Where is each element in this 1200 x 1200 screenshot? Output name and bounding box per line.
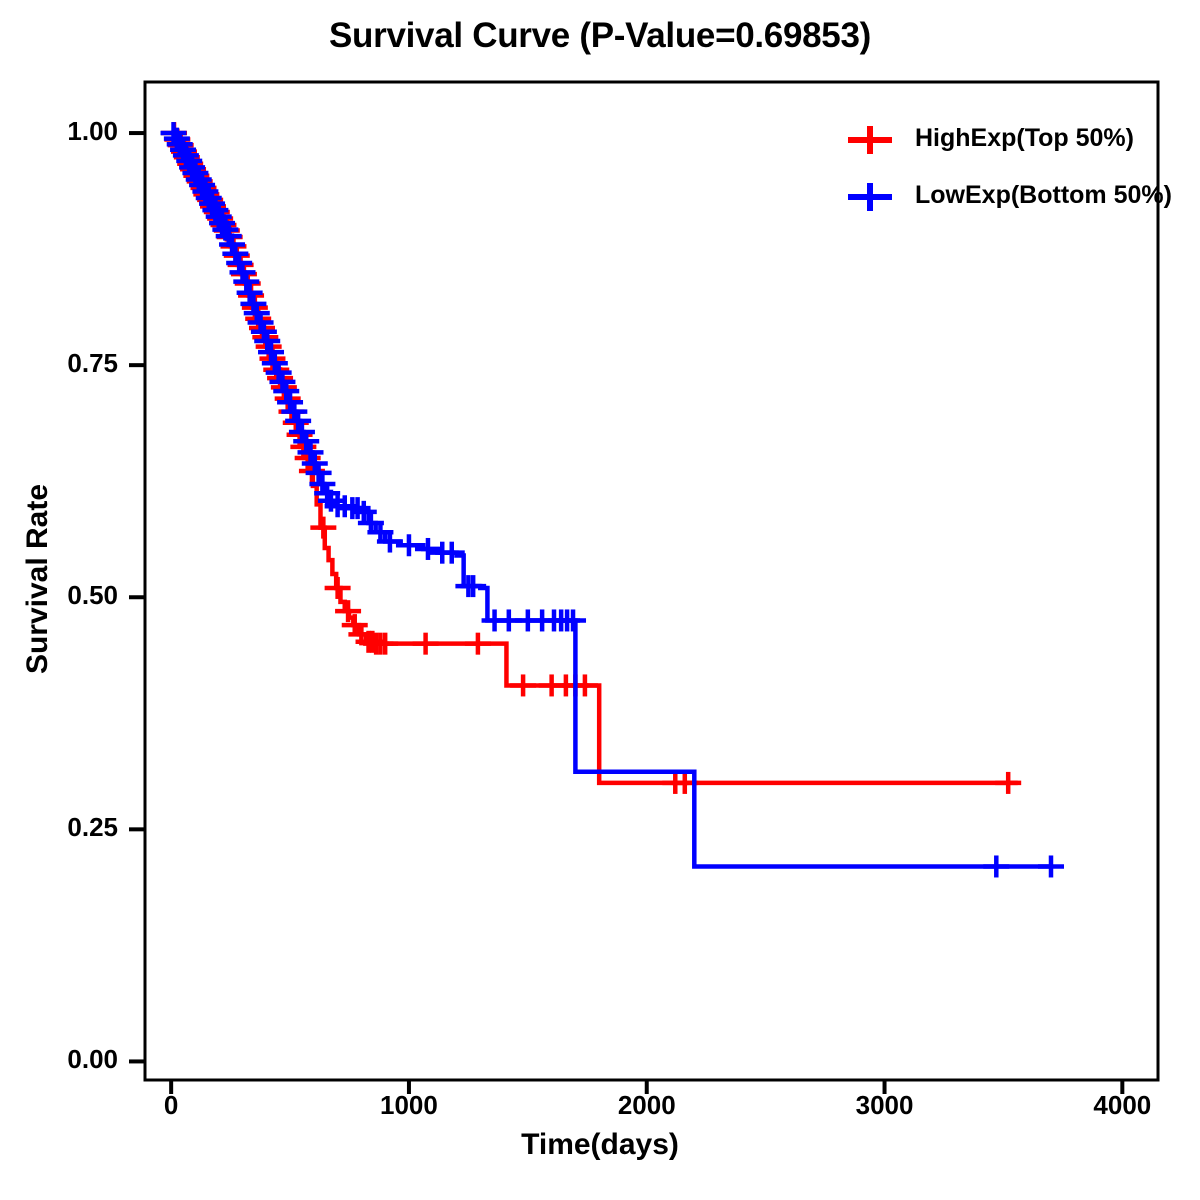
censor-mark bbox=[412, 632, 439, 655]
censor-mark bbox=[460, 575, 487, 598]
legend-markers bbox=[848, 126, 892, 211]
legend-label-low-exp: LowExp(Bottom 50%) bbox=[915, 181, 1172, 209]
axis-ticks bbox=[129, 131, 1125, 1094]
censor-mark bbox=[464, 632, 491, 655]
x-tick-label-2000: 2000 bbox=[617, 1090, 676, 1120]
censor-mark bbox=[305, 461, 332, 484]
censor-mark bbox=[995, 771, 1022, 794]
y-tick-label-0.75: 0.75 bbox=[67, 348, 118, 379]
censor-mark bbox=[293, 430, 320, 453]
censor-mark bbox=[350, 500, 377, 523]
x-tick-label-4000: 4000 bbox=[1093, 1090, 1152, 1120]
censor-mark bbox=[335, 600, 362, 623]
censor-mark bbox=[297, 441, 324, 464]
y-axis-title: Survival Rate bbox=[21, 483, 54, 675]
y-tick-label-0.25: 0.25 bbox=[67, 812, 118, 843]
page-title: Survival Curve (P-Value=0.69853) bbox=[329, 16, 871, 55]
censor-mark bbox=[395, 534, 422, 557]
censor-mark bbox=[344, 497, 371, 520]
y-tick-label-0.50: 0.50 bbox=[67, 580, 118, 611]
series-low-exp bbox=[160, 122, 1064, 878]
censor-mark bbox=[258, 341, 285, 364]
censor-mark bbox=[233, 270, 260, 293]
x-tick-label-3000: 3000 bbox=[855, 1090, 914, 1120]
legend-label-high-exp: HighExp(Top 50%) bbox=[915, 124, 1134, 152]
x-tick-label-1000: 1000 bbox=[380, 1090, 438, 1120]
censor-mark bbox=[285, 409, 312, 432]
censor-mark bbox=[254, 330, 281, 353]
legend-marker-low-exp bbox=[848, 183, 892, 211]
censor-mark bbox=[376, 530, 403, 553]
censor-mark bbox=[510, 674, 537, 697]
y-tick-label-1.00: 1.00 bbox=[67, 116, 118, 147]
series-lines bbox=[160, 122, 1064, 878]
censor-mark bbox=[236, 281, 263, 304]
censor-mark bbox=[414, 537, 441, 560]
censor-mark bbox=[372, 632, 399, 655]
x-tick-label-0: 0 bbox=[163, 1090, 179, 1120]
censor-mark bbox=[324, 576, 351, 599]
plot-frame bbox=[143, 80, 1160, 1082]
legend-marker-high-exp bbox=[848, 126, 892, 154]
censor-mark bbox=[310, 516, 337, 539]
censor-mark bbox=[560, 609, 587, 632]
censor-mark bbox=[983, 855, 1010, 878]
censor-mark bbox=[1037, 855, 1064, 878]
censor-mark bbox=[438, 541, 465, 564]
x-axis-title: Time(days) bbox=[521, 1128, 679, 1161]
censor-mark bbox=[273, 380, 300, 403]
y-tick-label-0.00: 0.00 bbox=[67, 1044, 118, 1075]
